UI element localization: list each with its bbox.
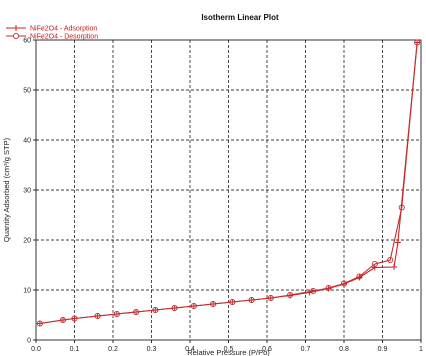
desorption-point <box>133 308 140 316</box>
desorption-point <box>36 320 43 327</box>
desorption-point <box>371 260 378 268</box>
desorption-point <box>113 310 120 318</box>
x-tick-label: 0.5 <box>224 346 234 353</box>
desorption-point <box>287 291 294 299</box>
y-tick-label: 10 <box>23 288 31 295</box>
x-tick-label: 0.0 <box>31 346 41 353</box>
y-tick-label: 40 <box>23 138 31 145</box>
legend-circle-marker <box>12 32 20 40</box>
x-tick-label: 0.9 <box>378 346 388 353</box>
series-group <box>36 39 421 327</box>
chart-title: Isotherm Linear Plot <box>201 13 279 22</box>
desorption-point <box>229 298 236 306</box>
legend-label: NiFe2O4 - Desorption <box>30 34 98 41</box>
x-tick-label: 0.8 <box>339 346 349 353</box>
desorption-point <box>248 296 255 304</box>
y-tick-label: 50 <box>23 88 31 95</box>
x-tick-label: 0.2 <box>108 346 118 353</box>
desorption-point <box>387 256 394 264</box>
desorption-line <box>39 42 418 325</box>
desorption-point <box>210 300 217 308</box>
desorption-point <box>414 39 421 46</box>
x-tick-label: 0.4 <box>185 346 195 353</box>
x-tick-label: 1 <box>419 346 423 353</box>
y-axis-label: Quantity Adsorbed (cm³/g STP) <box>2 137 11 242</box>
legend-plus-marker <box>13 25 19 31</box>
desorption-point <box>356 273 363 280</box>
desorption-point <box>398 204 405 211</box>
desorption-point <box>59 316 67 324</box>
desorption-point <box>267 294 274 302</box>
x-tick-label: 0.3 <box>147 346 157 353</box>
adsorption-point <box>371 264 378 271</box>
desorption-point <box>190 302 197 310</box>
desorption-point <box>171 304 178 312</box>
x-tick-label: 0.6 <box>262 346 272 353</box>
x-axis-label: Relative Pressure (P/Po) <box>187 348 270 356</box>
y-tick-label: 30 <box>23 188 31 195</box>
desorption-point <box>152 306 159 314</box>
x-tick-label: 0.1 <box>70 346 80 353</box>
y-tick-label: 60 <box>23 38 31 45</box>
y-tick-label: 20 <box>23 238 31 245</box>
legend-label: NiFe2O4 - Adsorption <box>30 26 97 33</box>
adsorption-point <box>394 239 401 246</box>
desorption-point <box>325 284 332 292</box>
x-tick-label: 0.7 <box>301 346 311 353</box>
desorption-point <box>340 280 348 287</box>
desorption-point <box>310 287 317 295</box>
desorption-point <box>94 312 101 320</box>
desorption-point <box>71 315 78 322</box>
adsorption-point <box>391 264 398 270</box>
grid <box>36 40 421 340</box>
axis-ticks: 0.0 0.1 0.2 0.3 0.4 0.5 0.6 0.7 0.8 0.9 1010203040… <box>23 38 423 354</box>
y-tick-label: 0 <box>27 338 31 345</box>
